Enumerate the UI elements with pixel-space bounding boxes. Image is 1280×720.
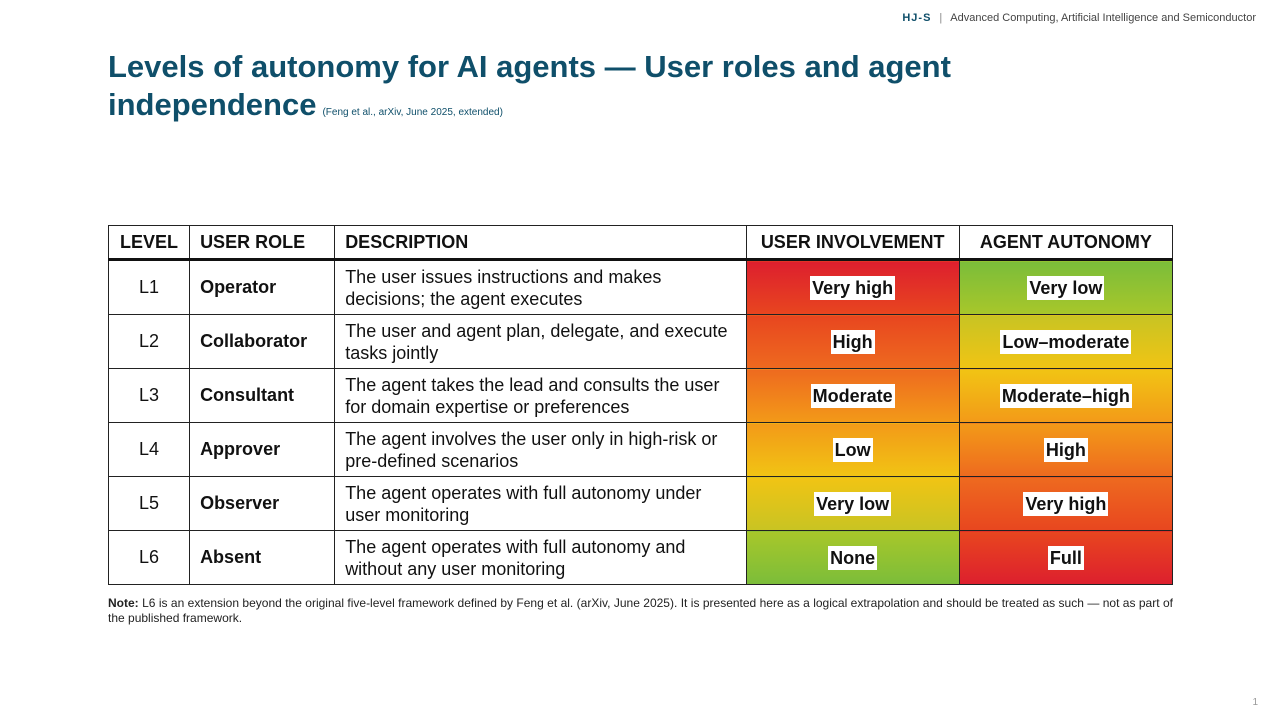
cell-role: Operator bbox=[189, 259, 336, 315]
cell-autonomy: Low–moderate bbox=[958, 314, 1174, 369]
header: HJ-S | Advanced Computing, Artificial In… bbox=[902, 12, 1256, 24]
cell-level: L3 bbox=[107, 368, 191, 423]
involvement-value: Very low bbox=[814, 491, 892, 516]
cell-role: Consultant bbox=[189, 368, 336, 423]
header-separator: | bbox=[939, 12, 943, 24]
cell-role: Absent bbox=[189, 530, 336, 585]
cell-role: Observer bbox=[189, 476, 336, 531]
cell-description: The user and agent plan, delegate, and e… bbox=[334, 314, 747, 369]
cell-autonomy: High bbox=[958, 422, 1174, 477]
table-row: L4 Approver The agent involves the user … bbox=[107, 422, 1174, 477]
autonomy-value: Very low bbox=[1027, 275, 1105, 300]
involvement-value: Low bbox=[832, 437, 873, 462]
involvement-value: None bbox=[828, 545, 878, 570]
cell-level: L4 bbox=[107, 422, 191, 477]
cell-involvement: Moderate bbox=[745, 368, 960, 423]
cell-level: L5 bbox=[107, 476, 191, 531]
table-header-row: LEVEL USER ROLE DESCRIPTION USER INVOLVE… bbox=[107, 225, 1174, 261]
cell-level: L1 bbox=[107, 259, 191, 315]
title-citation: (Feng et al., arXiv, June 2025, extended… bbox=[322, 107, 503, 118]
table-row: L2 Collaborator The user and agent plan,… bbox=[107, 314, 1174, 369]
cell-involvement: Low bbox=[745, 422, 960, 477]
cell-autonomy: Very low bbox=[958, 259, 1174, 315]
header-user-role: USER ROLE bbox=[189, 225, 336, 261]
involvement-value: Moderate bbox=[810, 383, 895, 408]
table-row: L6 Absent The agent operates with full a… bbox=[107, 530, 1174, 585]
autonomy-table: LEVEL USER ROLE DESCRIPTION USER INVOLVE… bbox=[107, 225, 1174, 585]
cell-role: Approver bbox=[189, 422, 336, 477]
cell-involvement: None bbox=[745, 530, 960, 585]
autonomy-value: Full bbox=[1047, 545, 1084, 570]
cell-description: The agent operates with full autonomy un… bbox=[334, 476, 747, 531]
title-main: Levels of autonomy for AI agents — User … bbox=[108, 49, 951, 122]
cell-involvement: Very low bbox=[745, 476, 960, 531]
header-user-involvement: USER INVOLVEMENT bbox=[745, 225, 960, 261]
cell-level: L6 bbox=[107, 530, 191, 585]
autonomy-value: Low–moderate bbox=[1000, 329, 1132, 354]
header-agent-autonomy: AGENT AUTONOMY bbox=[958, 225, 1174, 261]
table-row: L1 Operator The user issues instructions… bbox=[107, 259, 1174, 315]
cell-autonomy: Moderate–high bbox=[958, 368, 1174, 423]
involvement-value: High bbox=[830, 329, 875, 354]
involvement-value: Very high bbox=[810, 275, 896, 300]
note-text: L6 is an extension beyond the original f… bbox=[108, 596, 1173, 625]
cell-description: The agent operates with full autonomy an… bbox=[334, 530, 747, 585]
footnote: Note: L6 is an extension beyond the orig… bbox=[108, 596, 1173, 626]
table-row: L5 Observer The agent operates with full… bbox=[107, 476, 1174, 531]
cell-autonomy: Very high bbox=[958, 476, 1174, 531]
cell-description: The user issues instructions and makes d… bbox=[334, 259, 747, 315]
page-title: Levels of autonomy for AI agents — User … bbox=[108, 48, 1068, 132]
header-description: DESCRIPTION bbox=[334, 225, 747, 261]
table-row: L3 Consultant The agent takes the lead a… bbox=[107, 368, 1174, 423]
cell-involvement: Very high bbox=[745, 259, 960, 315]
autonomy-value: Very high bbox=[1023, 491, 1109, 516]
cell-autonomy: Full bbox=[958, 530, 1174, 585]
autonomy-value: High bbox=[1043, 437, 1088, 462]
cell-involvement: High bbox=[745, 314, 960, 369]
cell-level: L2 bbox=[107, 314, 191, 369]
autonomy-value: Moderate–high bbox=[999, 383, 1132, 408]
header-org: Advanced Computing, Artificial Intellige… bbox=[950, 12, 1256, 24]
cell-description: The agent involves the user only in high… bbox=[334, 422, 747, 477]
header-level: LEVEL bbox=[107, 225, 191, 261]
cell-role: Collaborator bbox=[189, 314, 336, 369]
logo: HJ-S bbox=[902, 12, 932, 24]
page-number: 1 bbox=[1252, 697, 1258, 708]
note-label: Note: bbox=[108, 596, 139, 610]
cell-description: The agent takes the lead and consults th… bbox=[334, 368, 747, 423]
